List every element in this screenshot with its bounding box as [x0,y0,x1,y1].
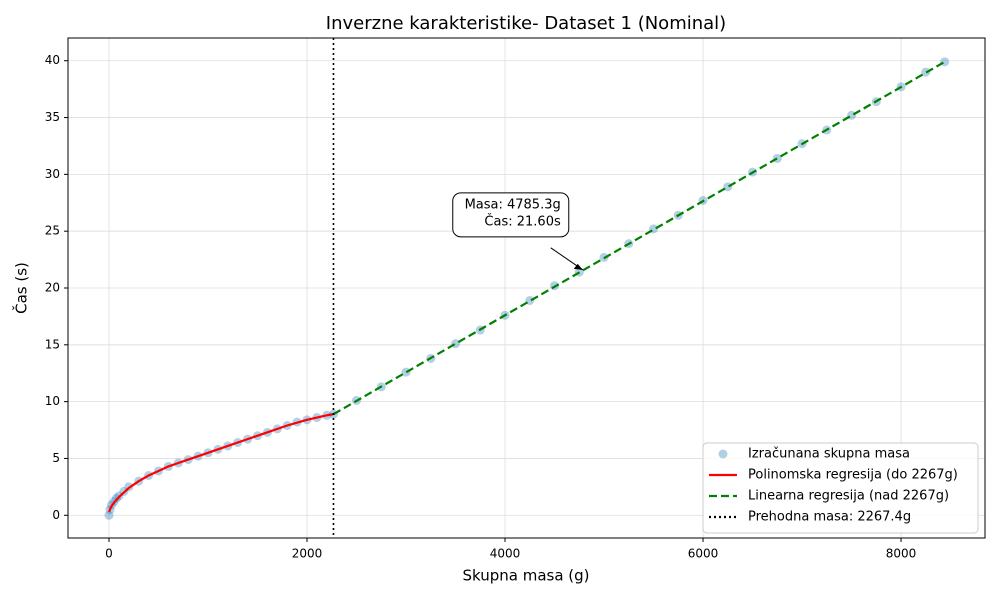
x-tick-label: 0 [105,547,113,561]
x-tick-label: 8000 [886,547,917,561]
y-tick-label: 25 [45,224,60,238]
x-tick-label: 4000 [490,547,521,561]
legend-label: Linearna regresija (nad 2267g) [748,489,949,504]
chart-title: Inverzne karakteristike- Dataset 1 (Nomi… [326,13,726,34]
legend-label: Izračunana skupna masa [748,447,910,462]
regression-line [107,413,334,513]
plot-frame [67,37,986,539]
annotation-box [452,192,570,238]
y-tick-label: 40 [45,53,60,67]
annotation-arrowhead [573,263,583,270]
annotation-text: Masa: 4785.3g [465,197,561,212]
y-tick-label: 35 [45,110,60,124]
legend-box [702,442,979,534]
y-tick-label: 30 [45,167,60,181]
y-tick-label: 0 [52,508,60,522]
scatter-point [940,57,950,67]
legend-swatch [718,449,728,459]
y-tick-label: 20 [45,281,60,295]
x-tick-label: 2000 [292,547,323,561]
y-tick-label: 5 [52,451,60,465]
x-axis-label: Skupna masa (g) [462,567,589,585]
scatter-point [921,67,931,77]
legend-label: Polinomska regresija (do 2267g) [748,468,958,483]
legend-label: Prehodna masa: 2267.4g [748,510,911,525]
y-axis-label: Čas (s) [12,262,31,314]
scatter-point [104,510,114,520]
annotation-text: Čas: 21.60s [484,213,561,229]
regression-line [332,60,946,416]
y-tick-label: 15 [45,337,60,351]
scatter-point [723,182,733,192]
x-tick-label: 6000 [688,547,719,561]
y-tick-label: 10 [45,394,60,408]
